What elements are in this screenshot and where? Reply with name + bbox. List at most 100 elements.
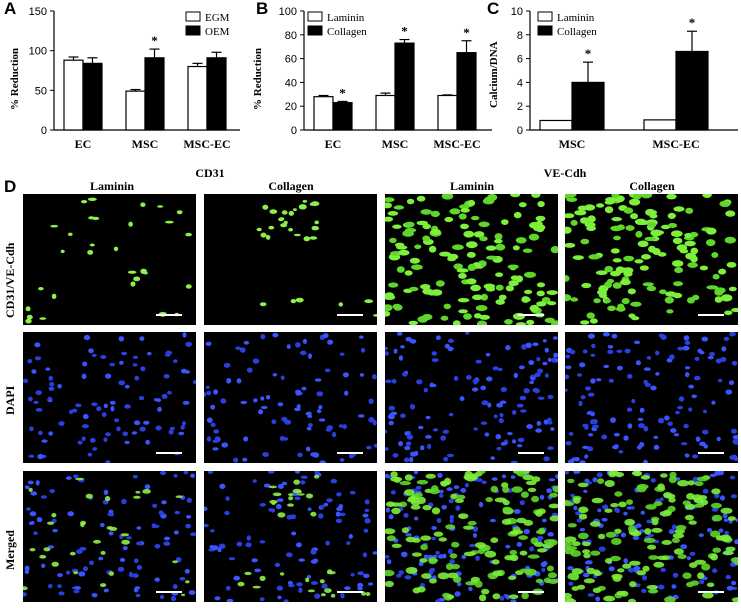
- bar-collagen-ec: [332, 102, 353, 131]
- bar-egm-msc-ec: [187, 65, 208, 131]
- legend-swatch: [307, 25, 323, 36]
- legend-label: EGM: [205, 12, 230, 24]
- micrograph-cells: [23, 332, 196, 463]
- legend-swatch: [537, 11, 553, 22]
- micrograph-cells: [204, 471, 377, 602]
- legend-label: Laminin: [557, 12, 595, 24]
- micrograph-cells: [385, 194, 558, 325]
- legend-swatch: [185, 25, 201, 36]
- micrograph-cells: [565, 332, 738, 463]
- chart-panel-c: 0 2 4 6 8 10 MSC MSC-EC * * Laminin Collagen: [511, 6, 738, 151]
- bar-oem-msc: [144, 57, 165, 131]
- x-tick-label: MSC-EC: [183, 137, 230, 151]
- bar-laminin-msc: [375, 94, 396, 131]
- group-header-vecdh: VE-Cdh: [543, 166, 587, 180]
- significance-mark: *: [339, 85, 346, 100]
- micrograph-cells: [385, 332, 558, 463]
- y-tick-label: 50: [35, 85, 47, 97]
- legend-swatch: [185, 11, 201, 22]
- micrograph-r1-c4: [565, 194, 738, 325]
- micrograph-cells: [256, 200, 377, 317]
- y-tick-label: 0: [41, 125, 47, 137]
- legend-label: Collagen: [327, 26, 367, 38]
- micrograph-cells: [385, 471, 558, 602]
- y-tick-label: 6: [517, 54, 523, 66]
- bar-collagen-msc-ec: [675, 50, 709, 131]
- micrograph-r3-c4: [565, 471, 738, 602]
- significance-mark: *: [585, 46, 592, 61]
- scale-bar: [698, 452, 724, 454]
- y-tick-label: 8: [517, 30, 523, 42]
- scale-bar: [337, 452, 363, 454]
- scale-bar: [518, 314, 544, 316]
- x-tick-label: MSC: [382, 137, 409, 151]
- y-tick-label: 60: [285, 54, 297, 66]
- bar-laminin-msc-ec: [643, 119, 677, 131]
- bar-laminin-msc-ec: [437, 94, 458, 131]
- chart-a-ylabel: % Reduction: [9, 47, 21, 110]
- x-tick-label: EC: [325, 137, 342, 151]
- micrograph-r1-c2: [204, 194, 377, 325]
- legend-swatch: [537, 25, 553, 36]
- x-tick-label: EC: [75, 137, 92, 151]
- bar-collagen-msc: [394, 42, 415, 131]
- y-tick-label: 100: [29, 46, 47, 58]
- bar-egm-msc: [125, 90, 146, 131]
- row-label-dapi: DAPI: [3, 385, 17, 415]
- micrograph-r3-c1: [23, 471, 196, 602]
- scale-bar: [518, 452, 544, 454]
- column-header-laminin-2: Laminin: [449, 179, 494, 193]
- bar-laminin-ec: [313, 96, 334, 131]
- x-tick-label: MSC-EC: [652, 137, 699, 151]
- chart-panel-a: 0 50 100 150 EC MSC MSC-EC * EGM OEM: [29, 6, 240, 151]
- chart-c-ylabel: Calcium/DNA: [488, 41, 500, 108]
- significance-mark: *: [463, 25, 470, 40]
- micrograph-r1-c1: [23, 194, 196, 325]
- column-header-collagen-2: Collagen: [629, 179, 675, 193]
- row-label-merged: Merged: [3, 530, 17, 570]
- scale-bar: [698, 314, 724, 316]
- scale-bar: [156, 452, 182, 454]
- column-header-laminin-1: Laminin: [89, 179, 134, 193]
- x-tick-label: MSC-EC: [433, 137, 480, 151]
- scale-bar: [156, 591, 182, 593]
- y-tick-label: 2: [517, 101, 523, 113]
- y-tick-label: 0: [291, 125, 297, 137]
- scale-bar: [698, 591, 724, 593]
- micrograph-cells: [23, 471, 196, 602]
- significance-mark: *: [689, 15, 696, 30]
- row-label-cd31-vecdh: CD31/VE-Cdh: [3, 242, 17, 318]
- micrograph-r2-c4: [565, 332, 738, 463]
- y-tick-label: 20: [285, 101, 297, 113]
- y-tick-label: 0: [517, 125, 523, 137]
- group-header-cd31: CD31: [195, 166, 225, 180]
- bar-egm-ec: [63, 59, 84, 131]
- chart-panel-b: 0 20 40 60 80 100 EC MSC MSC-EC * * * Laminin Collage…: [279, 6, 492, 151]
- panel-b-label: B: [256, 0, 269, 18]
- column-header-collagen-1: Collagen: [268, 179, 314, 193]
- y-tick-label: 150: [29, 6, 47, 18]
- chart-b-ylabel: % Reduction: [252, 47, 264, 110]
- panel-c-label: C: [487, 0, 500, 18]
- bar-oem-ec: [82, 62, 103, 131]
- scale-bar: [337, 314, 363, 316]
- y-tick-label: 80: [285, 30, 297, 42]
- y-tick-label: 100: [279, 6, 297, 18]
- legend-swatch: [307, 11, 323, 22]
- micrograph-cells: [204, 332, 377, 463]
- y-tick-label: 40: [285, 77, 297, 89]
- micrograph-cells: [565, 471, 738, 602]
- legend-label: OEM: [205, 26, 230, 38]
- scale-bar: [518, 591, 544, 593]
- legend-label: Collagen: [557, 26, 597, 38]
- scale-bar: [337, 591, 363, 593]
- micrograph-r3-c2: [204, 471, 377, 602]
- scale-bar: [156, 314, 182, 316]
- micrograph-cells: [565, 194, 738, 325]
- micrograph-cells: [25, 197, 192, 324]
- legend-label: Laminin: [327, 12, 365, 24]
- bar-collagen-msc: [571, 81, 605, 131]
- micrograph-r3-c3: [385, 471, 558, 602]
- panel-a-label: A: [4, 0, 17, 18]
